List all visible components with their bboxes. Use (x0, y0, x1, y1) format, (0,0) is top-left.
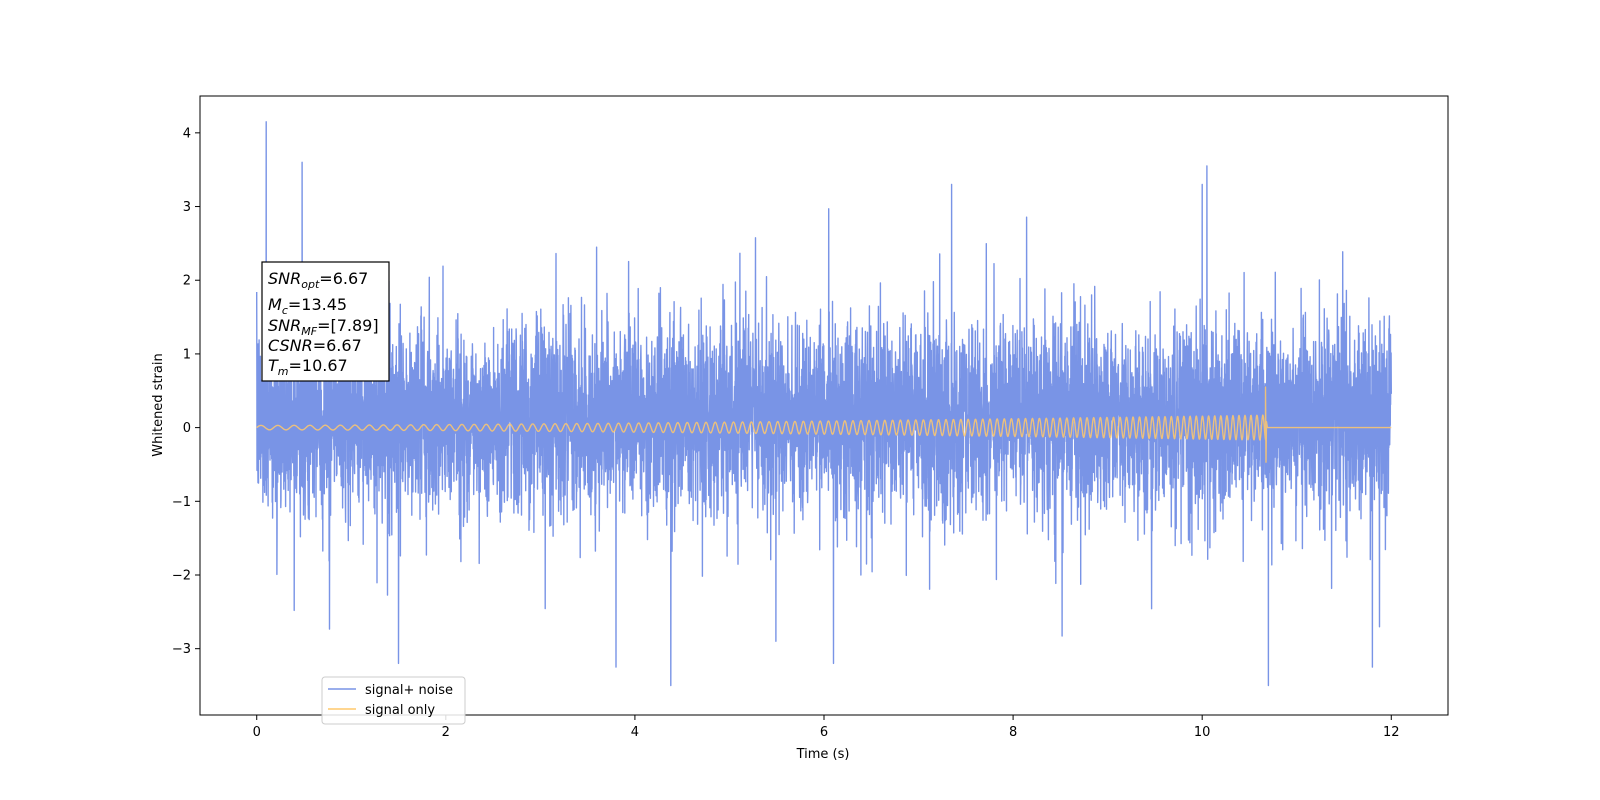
series-layer (256, 121, 1392, 687)
y-tick-label: −2 (172, 568, 191, 583)
y-tick-label: −3 (172, 642, 191, 657)
y-axis-title: Whitened strain (151, 353, 166, 456)
y-axis-ticks: −3 −2 −1 0 1 2 3 4 (172, 126, 200, 657)
annotation-tm: Tm=10.67 (268, 356, 348, 378)
y-tick-label: −1 (172, 495, 191, 510)
x-tick-label: 8 (1009, 725, 1017, 740)
x-axis-title: Time (s) (796, 747, 850, 762)
y-tick-label: 3 (183, 200, 191, 215)
y-tick-label: 1 (183, 347, 191, 362)
y-tick-label: 0 (183, 421, 191, 436)
annotation-snr-opt: SNRopt=6.67 (268, 269, 368, 291)
annotation-csnr: CSNR=6.67 (268, 336, 362, 355)
legend-label-signal-plus-noise: signal+ noise (365, 683, 453, 698)
x-tick-label: 6 (820, 725, 828, 740)
y-tick-label: 2 (183, 274, 191, 289)
x-tick-label: 12 (1383, 725, 1400, 740)
annotation-snr-mf: SNRMF=[7.89] (268, 316, 379, 338)
signal-plus-noise-line (256, 121, 1392, 687)
y-tick-label: 4 (183, 126, 191, 141)
legend-frame (321, 676, 466, 725)
signal-only-line (256, 386, 1392, 463)
annotation-frame (261, 261, 390, 382)
x-tick-label: 0 (253, 725, 261, 740)
annotation-mc: Mc=13.45 (268, 295, 347, 317)
legend-label-signal-only: signal only (365, 703, 435, 718)
annotation-box: SNRopt=6.67 Mc=13.45 SNRMF=[7.89] CSNR=6… (261, 261, 390, 382)
x-tick-label: 2 (442, 725, 450, 740)
x-tick-label: 10 (1194, 725, 1211, 740)
x-tick-label: 4 (631, 725, 639, 740)
legend: signal+ noise signal only (321, 676, 466, 725)
x-axis-ticks: 0 2 4 6 8 10 12 (253, 715, 1400, 740)
